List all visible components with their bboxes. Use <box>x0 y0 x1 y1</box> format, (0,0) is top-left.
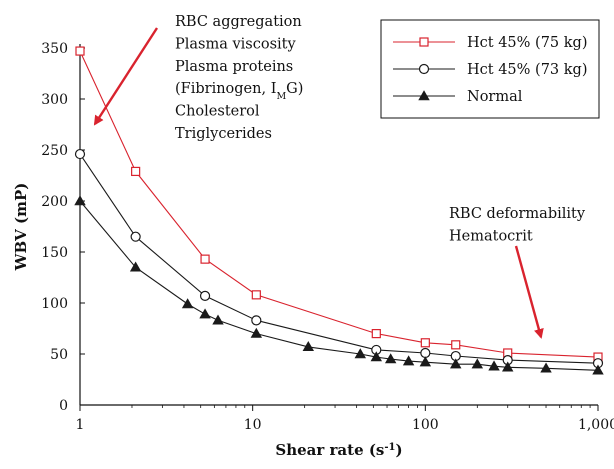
annotation-low-shear-line: Plasma proteins <box>175 59 293 75</box>
annotation-low-shear-line: RBC aggregation <box>175 14 302 30</box>
axes: 0 50 100 150 200 250 300 350 1 10 100 1,000 Shear ra… <box>12 41 614 459</box>
data-point <box>420 338 430 348</box>
data-point <box>419 37 429 47</box>
data-point <box>129 261 142 272</box>
data-point <box>420 347 431 359</box>
data-point <box>199 290 211 301</box>
data-point <box>199 308 211 319</box>
x-tick-label: 1,000 <box>578 417 614 433</box>
data-point <box>418 90 430 101</box>
data-point <box>451 340 461 350</box>
series-line <box>79 200 599 371</box>
x-tick-label: 1 <box>76 417 85 433</box>
data-point <box>251 315 262 326</box>
y-tick-label: 100 <box>41 296 68 312</box>
y-tick-label: 200 <box>41 194 68 210</box>
arrow-high-shear <box>514 245 544 339</box>
annotation-low-shear-line: (Fibrinogen, IMG) <box>175 81 303 102</box>
data-point <box>370 351 383 362</box>
y-tick-label: 250 <box>41 143 68 159</box>
data-point <box>488 360 500 371</box>
legend-label: Hct 45% (73 kg) <box>467 62 587 78</box>
data-point <box>540 362 552 373</box>
data-point <box>419 356 432 367</box>
data-point <box>75 46 85 56</box>
series-normal <box>74 195 604 375</box>
legend-item: Hct 45% (75 kg) <box>393 35 587 51</box>
y-tick-label: 300 <box>41 92 68 108</box>
data-point <box>302 341 315 352</box>
x-tick-label: 10 <box>244 417 262 433</box>
annotation-low-shear-line: Plasma viscosity <box>175 36 297 52</box>
annotation-low-shear-line: Triglycerides <box>175 126 272 142</box>
data-point <box>450 358 462 369</box>
annotation-low-shear-line: Cholesterol <box>175 104 260 120</box>
legend-item: Normal <box>393 89 523 105</box>
data-point <box>371 329 381 339</box>
series-hct-45-73-kg- <box>74 148 604 369</box>
data-point <box>402 355 415 366</box>
y-tick-label: 50 <box>50 347 68 363</box>
data-point <box>501 361 514 372</box>
data-point <box>74 195 86 206</box>
legend-item: Hct 45% (73 kg) <box>393 62 587 78</box>
data-point <box>130 231 141 242</box>
data-point <box>592 364 604 375</box>
data-point <box>250 327 263 338</box>
data-point <box>471 358 484 369</box>
y-axis-title: WBV (mP) <box>12 183 30 272</box>
y-tick-label: 150 <box>41 245 68 261</box>
data-point <box>384 353 397 364</box>
data-point <box>181 298 194 309</box>
annotation-high-shear-line: Hematocrit <box>449 228 533 244</box>
x-axis-title: Shear rate (s-1) <box>275 441 402 459</box>
data-point <box>74 148 86 160</box>
data-point <box>212 314 224 325</box>
series-hct-45-75-kg- <box>75 46 603 362</box>
x-tick-label: 100 <box>412 417 439 433</box>
legend-label: Hct 45% (75 kg) <box>467 35 587 51</box>
data-point <box>200 254 210 264</box>
data-point <box>251 290 261 300</box>
legend-label: Normal <box>467 89 523 105</box>
arrow-low-shear <box>93 27 159 126</box>
y-tick-label: 0 <box>59 398 68 414</box>
legend: Hct 45% (75 kg) Hct 45% (73 kg) Normal <box>380 19 600 119</box>
annotation-high-shear-line: RBC deformability <box>449 206 586 222</box>
plot-area <box>74 46 604 375</box>
data-point <box>418 63 430 75</box>
data-point <box>131 166 141 177</box>
data-point <box>354 348 366 359</box>
annotations: RBC aggregation Plasma viscosity Plasma pr… <box>93 14 586 339</box>
y-tick-label: 350 <box>41 41 68 57</box>
